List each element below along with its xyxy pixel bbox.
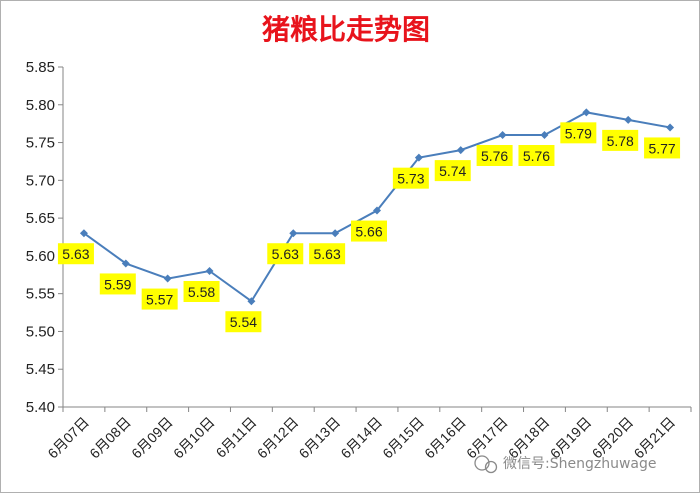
data-point bbox=[205, 267, 214, 275]
data-label-box bbox=[644, 137, 681, 159]
data-label-text: 5.78 bbox=[607, 133, 634, 149]
x-tick-label: 6月16日 bbox=[421, 414, 469, 462]
y-tick-label: 5.80 bbox=[26, 97, 55, 114]
data-point bbox=[373, 206, 381, 215]
data-label-text: 5.63 bbox=[314, 246, 341, 262]
data-point bbox=[247, 297, 256, 306]
data-label-box bbox=[183, 281, 220, 302]
x-tick-label: 6月13日 bbox=[296, 414, 344, 462]
data-point bbox=[289, 229, 298, 238]
x-tick-label: 6月20日 bbox=[589, 414, 637, 462]
data-label-text: 5.59 bbox=[104, 276, 131, 292]
data-label-box bbox=[225, 311, 262, 333]
data-point bbox=[331, 229, 340, 238]
data-label: 5.78 bbox=[602, 129, 639, 151]
wechat-icon bbox=[474, 455, 498, 474]
data-label: 5.63 bbox=[309, 243, 346, 265]
data-point bbox=[540, 131, 549, 139]
chart-title: 猪粮比走势图 bbox=[262, 13, 430, 45]
data-point bbox=[414, 153, 423, 162]
data-label: 5.58 bbox=[183, 281, 220, 302]
y-tick-label: 5.50 bbox=[26, 323, 55, 340]
data-label: 5.57 bbox=[141, 288, 178, 310]
watermark-text: 微信号:Shengzhuwage bbox=[503, 456, 656, 472]
watermark: 微信号:Shengzhuwage bbox=[474, 455, 656, 474]
data-label-text: 5.58 bbox=[188, 284, 215, 300]
data-point bbox=[624, 115, 633, 124]
data-point bbox=[79, 229, 88, 238]
data-point bbox=[121, 259, 130, 268]
data-label: 5.73 bbox=[392, 167, 429, 189]
data-label-text: 5.66 bbox=[355, 224, 382, 240]
y-tick-label: 5.65 bbox=[26, 210, 55, 227]
x-tick-label: 6月09日 bbox=[128, 414, 176, 462]
data-point bbox=[666, 123, 675, 132]
data-label-text: 5.73 bbox=[397, 171, 424, 187]
x-axis: 6月07日6月08日6月09日6月10日6月11日6月12日6月13日6月14日… bbox=[44, 406, 692, 462]
data-labels: 5.63 5.59 5.57 5.58 5.54 5.63 5.63 5.66 5.73 5.74… bbox=[57, 122, 681, 333]
x-tick-label: 6月08日 bbox=[86, 414, 134, 462]
data-label-box bbox=[99, 273, 136, 295]
data-label: 5.76 bbox=[518, 145, 555, 166]
data-label-text: 5.63 bbox=[272, 246, 299, 262]
data-point bbox=[498, 131, 507, 139]
x-tick-label: 6月07日 bbox=[44, 414, 92, 462]
data-label-text: 5.57 bbox=[146, 292, 173, 308]
x-tick-label: 6月21日 bbox=[631, 414, 679, 462]
x-tick-label: 6月17日 bbox=[463, 414, 511, 462]
data-label-box bbox=[560, 122, 597, 144]
data-label-box bbox=[392, 167, 429, 189]
data-label-box bbox=[141, 288, 178, 310]
data-label-text: 5.76 bbox=[523, 148, 550, 164]
data-label-text: 5.77 bbox=[648, 140, 675, 156]
data-label-box bbox=[434, 160, 471, 182]
data-label-text: 5.74 bbox=[439, 163, 466, 179]
x-tick-label: 6月14日 bbox=[337, 414, 385, 462]
data-label-box bbox=[309, 243, 346, 265]
data-label-box bbox=[267, 243, 304, 265]
data-label: 5.74 bbox=[434, 160, 471, 182]
data-label-text: 5.54 bbox=[230, 314, 257, 330]
y-tick-label: 5.75 bbox=[26, 135, 55, 152]
data-point bbox=[456, 146, 465, 155]
data-label: 5.76 bbox=[476, 145, 513, 166]
y-tick-label: 5.85 bbox=[26, 59, 55, 76]
y-tick-label: 5.70 bbox=[26, 172, 55, 189]
x-tick-label: 6月10日 bbox=[170, 414, 218, 462]
x-tick-label: 6月12日 bbox=[254, 414, 302, 462]
y-tick-label: 5.60 bbox=[26, 248, 55, 265]
series-line bbox=[79, 108, 675, 306]
y-tick-label: 5.45 bbox=[26, 361, 55, 378]
data-label: 5.79 bbox=[560, 122, 597, 144]
data-label: 5.59 bbox=[99, 273, 136, 295]
data-label-box bbox=[476, 145, 513, 166]
y-axis: 5.40 5.45 5.50 5.55 5.60 5.65 5.70 5.75 5.80 5.85 bbox=[26, 59, 64, 416]
data-label: 5.77 bbox=[644, 137, 681, 159]
data-label: 5.54 bbox=[225, 311, 262, 333]
y-tick-label: 5.55 bbox=[26, 286, 55, 303]
data-label-text: 5.79 bbox=[565, 125, 592, 141]
data-label-text: 5.76 bbox=[481, 148, 508, 164]
data-label-text: 5.63 bbox=[62, 246, 89, 262]
x-tick-label: 6月11日 bbox=[213, 414, 260, 461]
data-label-box bbox=[602, 129, 639, 151]
data-label-box bbox=[351, 220, 387, 242]
data-label: 5.66 bbox=[351, 220, 387, 242]
data-label: 5.63 bbox=[57, 243, 94, 265]
data-point bbox=[582, 108, 591, 117]
data-label-box bbox=[57, 243, 94, 265]
data-label: 5.63 bbox=[267, 243, 304, 265]
data-label-box bbox=[518, 145, 555, 166]
y-tick-label: 5.40 bbox=[26, 399, 55, 416]
x-tick-label: 6月15日 bbox=[379, 414, 427, 462]
x-tick-label: 6月19日 bbox=[547, 414, 595, 462]
data-point bbox=[163, 274, 172, 283]
x-tick-label: 6月18日 bbox=[505, 414, 553, 462]
